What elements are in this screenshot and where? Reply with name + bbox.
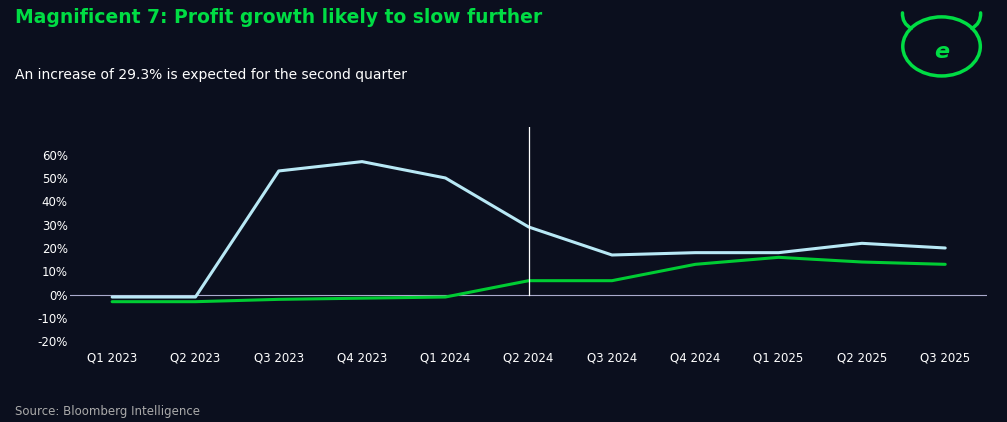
Text: An increase of 29.3% is expected for the second quarter: An increase of 29.3% is expected for the…: [15, 68, 407, 81]
Text: Source: Bloomberg Intelligence: Source: Bloomberg Intelligence: [15, 405, 200, 418]
Text: e: e: [933, 42, 950, 62]
Text: Magnificent 7: Profit growth likely to slow further: Magnificent 7: Profit growth likely to s…: [15, 8, 543, 27]
FancyArrowPatch shape: [972, 13, 981, 28]
FancyArrowPatch shape: [902, 13, 911, 28]
